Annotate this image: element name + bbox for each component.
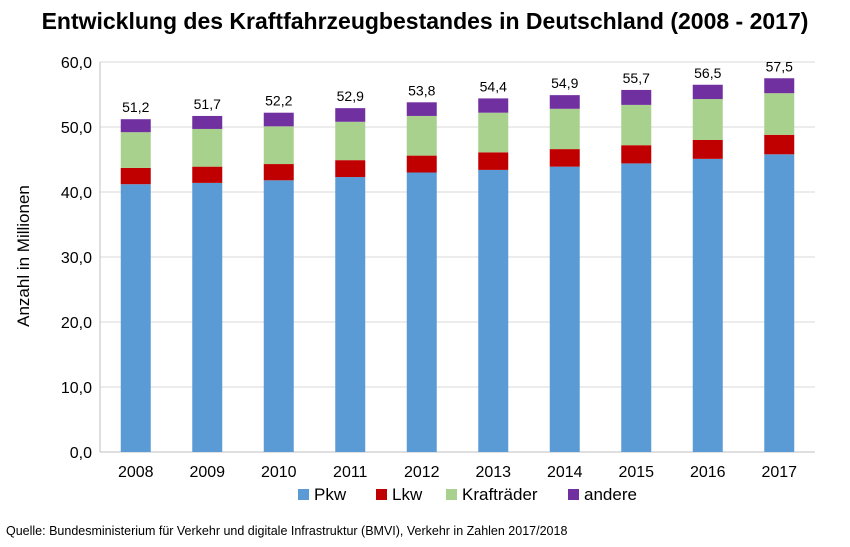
legend-label: andere: [584, 485, 637, 504]
bar-segment-lkw: [478, 152, 509, 170]
bar-segment-pkw: [192, 182, 223, 452]
y-tick-label: 30,0: [61, 250, 92, 267]
total-data-label: 51,2: [122, 99, 149, 115]
x-tick-label: 2008: [118, 464, 154, 481]
bar-segment-krafträder: [263, 126, 294, 165]
x-tick-label: 2016: [690, 464, 726, 481]
legend-swatch-krafträder: [446, 489, 457, 500]
bar-segment-krafträder: [120, 132, 151, 168]
bar-segment-lkw: [406, 155, 437, 173]
legend-swatch-pkw: [298, 489, 309, 500]
bar-segment-andere: [335, 108, 366, 122]
y-tick-label: 10,0: [61, 380, 92, 397]
x-tick-label: 2014: [547, 464, 583, 481]
bar-segment-lkw: [263, 164, 294, 181]
bar-segment-lkw: [120, 167, 151, 185]
x-tick-label: 2015: [618, 464, 654, 481]
bar-segment-andere: [621, 89, 652, 105]
total-data-label: 54,9: [551, 75, 578, 91]
total-data-label: 56,5: [694, 65, 721, 81]
bar-segment-andere: [549, 95, 580, 109]
bar-segment-krafträder: [692, 99, 723, 140]
legend-label: Pkw: [314, 485, 347, 504]
bar-segment-krafträder: [621, 104, 652, 146]
bar-segment-lkw: [764, 134, 795, 155]
x-tick-label: 2013: [475, 464, 511, 481]
bar-segment-andere: [764, 78, 795, 94]
bar-segment-lkw: [192, 166, 223, 183]
bar-segment-pkw: [263, 180, 294, 453]
source-note: Quelle: Bundesministerium für Verkehr un…: [6, 524, 568, 538]
bar-segment-lkw: [621, 145, 652, 164]
legend-swatch-andere: [568, 489, 579, 500]
y-tick-label: 60,0: [61, 55, 92, 72]
total-data-label: 51,7: [194, 96, 221, 112]
x-tick-label: 2012: [404, 464, 440, 481]
bar-segment-pkw: [764, 154, 795, 453]
bar-segment-pkw: [120, 184, 151, 452]
total-data-label: 54,4: [480, 78, 507, 94]
x-tick-label: 2011: [333, 464, 368, 481]
bar-segment-krafträder: [549, 108, 580, 150]
bar-segment-andere: [263, 112, 294, 127]
bar-segment-lkw: [335, 160, 366, 178]
bar-segment-pkw: [406, 172, 437, 452]
bar-segment-krafträder: [192, 128, 223, 167]
x-tick-label: 2017: [761, 464, 797, 481]
total-data-label: 52,2: [265, 93, 292, 109]
bar-segment-lkw: [549, 149, 580, 167]
chart-svg: 0,0 10,0 20,0 30,0 40,0 50,0 60,0 51,2 2008 51,7 2…: [61, 55, 815, 504]
total-data-label: 57,5: [766, 58, 793, 74]
bar-segment-krafträder: [406, 115, 437, 156]
bar-segment-andere: [406, 102, 437, 116]
bar-segment-pkw: [692, 158, 723, 452]
total-data-label: 53,8: [408, 82, 435, 98]
total-data-label: 52,9: [337, 88, 364, 104]
bar-segment-andere: [478, 98, 509, 113]
bar-segment-krafträder: [764, 93, 795, 135]
bar-segment-andere: [692, 84, 723, 100]
y-tick-label: 40,0: [61, 185, 92, 202]
x-tick-label: 2010: [261, 464, 297, 481]
chart-title: Entwicklung des Kraftfahrzeugbestandes i…: [41, 8, 809, 34]
x-tick-label: 2009: [189, 464, 225, 481]
legend-label: Lkw: [392, 485, 423, 504]
legend-swatch-lkw: [376, 489, 387, 500]
bar-segment-pkw: [335, 177, 366, 453]
legend-label: Krafträder: [462, 485, 538, 504]
total-data-label: 55,7: [623, 70, 650, 86]
bar-segment-krafträder: [478, 112, 509, 153]
y-tick-label: 20,0: [61, 315, 92, 332]
y-tick-label: 0,0: [70, 445, 92, 462]
bar-segment-pkw: [549, 166, 580, 452]
bar-segment-lkw: [692, 140, 723, 159]
bar-segment-pkw: [621, 163, 652, 452]
y-tick-label: 50,0: [61, 120, 92, 137]
bar-segment-andere: [192, 115, 223, 129]
bar-segment-krafträder: [335, 121, 366, 161]
bar-segment-pkw: [478, 169, 509, 452]
bar-segment-andere: [120, 119, 151, 133]
